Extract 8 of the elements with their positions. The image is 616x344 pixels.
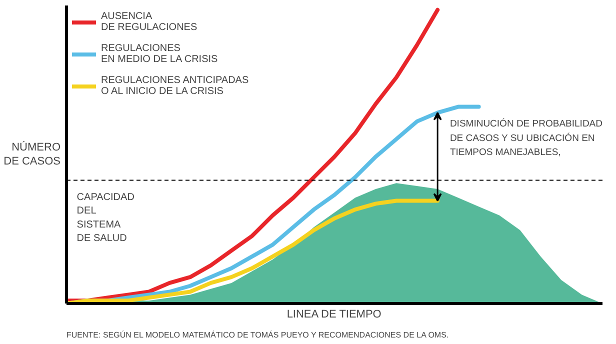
x-axis-title: LINEA DE TIEMPO (286, 308, 382, 320)
ref-line-label: CAPACIDAD DEL SISTEMA DE SALUD (76, 192, 134, 244)
y-axis-title: NÚMERO DE CASOS (4, 140, 61, 168)
source-note: FUENTE: SEGÚN EL MODELO MATEMÁTICO DE TOMÁS PUEYO Y RECOMENDACIONES DE LA OMS. (66, 330, 449, 340)
legend-label: REGULACIONES ANTICIPADAS O AL INICIO DE LA CRISIS (101, 75, 249, 97)
annotation: DISMINUCIÓN DE PROBABILIDAD DE CASOS Y SU UBICACIÓN EN TIEMPOS MANEJABLES, (450, 118, 603, 158)
legend-label: AUSENCIA DE REGULACIONES (101, 11, 198, 33)
legend-label: REGULACIONES EN MEDIO DE LA CRISIS (101, 43, 218, 65)
